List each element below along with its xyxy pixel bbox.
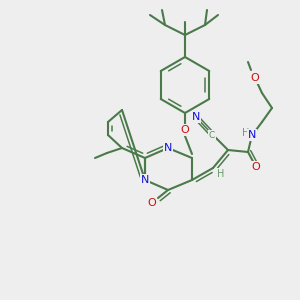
Text: N: N [192, 112, 200, 122]
Text: H: H [242, 128, 250, 138]
Text: O: O [252, 162, 260, 172]
Text: O: O [148, 198, 156, 208]
Text: N: N [141, 175, 149, 185]
Text: O: O [250, 73, 260, 83]
Text: N: N [248, 130, 256, 140]
Text: N: N [164, 143, 172, 153]
Text: C: C [209, 130, 215, 140]
Text: O: O [181, 125, 189, 135]
Text: H: H [217, 169, 225, 179]
